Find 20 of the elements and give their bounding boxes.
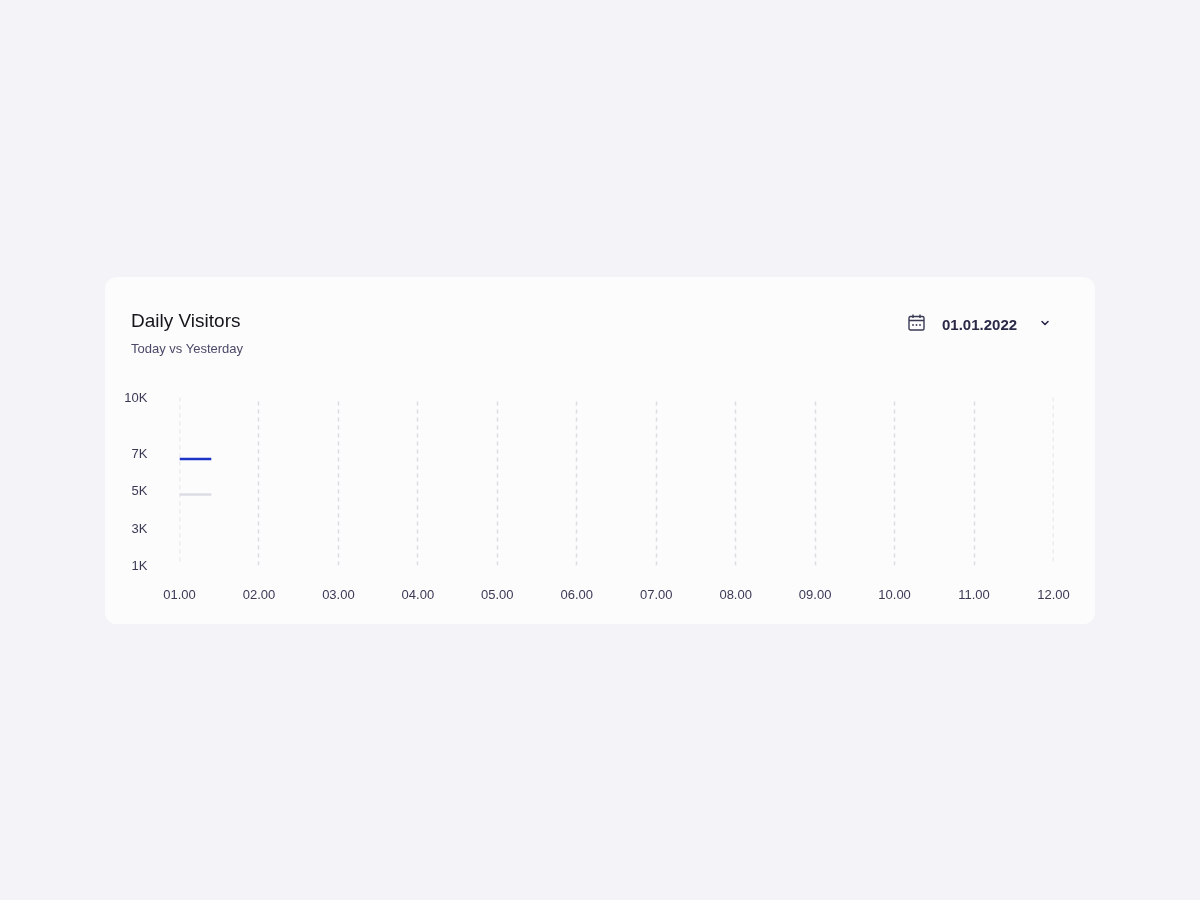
chart-title: Daily Visitors [131, 309, 241, 333]
x-tick-label: 12.00 [1037, 586, 1070, 602]
x-tick-label: 08.00 [719, 586, 752, 602]
x-tick-label: 06.00 [560, 586, 594, 602]
x-tick-label: 05.00 [481, 586, 514, 602]
x-tick-label: 10.00 [878, 586, 911, 602]
x-tick-label: 01.00 [163, 586, 196, 602]
y-tick-label: 10K [124, 390, 148, 405]
text: 01.01.2022 [942, 315, 1018, 335]
x-tick-label: 09.00 [798, 586, 832, 602]
x-tick-label: 11.00 [958, 586, 990, 602]
x-tick-label: 03.00 [322, 586, 355, 602]
x-tick-label: 04.00 [401, 586, 435, 602]
y-tick-label: 7K [131, 446, 148, 461]
y-tick-label: 5K [131, 483, 148, 499]
y-tick-label: 1K [131, 558, 148, 573]
x-tick-label: 02.00 [242, 586, 276, 602]
x-tick-label: 07.00 [639, 586, 673, 602]
y-tick-label: 3K [131, 520, 148, 536]
chart-subtitle: Today vs Yesterday [131, 340, 244, 358]
